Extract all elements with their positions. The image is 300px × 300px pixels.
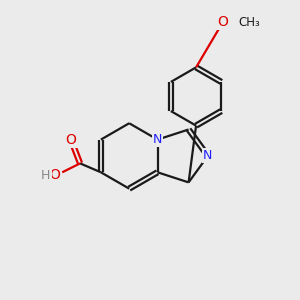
Text: N: N (153, 133, 162, 146)
Text: O: O (218, 15, 228, 29)
Text: N: N (203, 149, 212, 162)
Text: O: O (66, 133, 76, 147)
Text: O: O (50, 168, 60, 182)
Text: CH₃: CH₃ (239, 16, 260, 29)
Text: H: H (41, 169, 51, 182)
